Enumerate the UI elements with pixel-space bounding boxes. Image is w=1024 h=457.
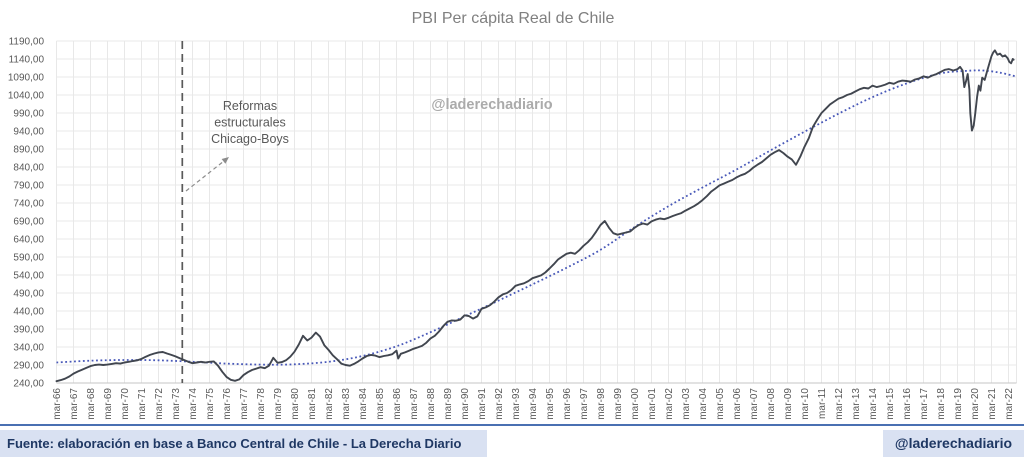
y-tick-label: 640,00: [13, 235, 44, 246]
x-tick-label: mar-14: [868, 388, 879, 420]
x-tick-label: mar-69: [103, 388, 114, 420]
x-tick-label: mar-13: [851, 388, 862, 420]
x-tick-label: mar-16: [902, 388, 913, 420]
x-tick-label: mar-06: [732, 388, 743, 420]
annotation-line-2: estructurales: [214, 116, 286, 130]
x-tick-label: mar-74: [188, 388, 199, 420]
x-tick-label: mar-90: [460, 388, 471, 420]
x-tick-label: mar-97: [579, 388, 590, 420]
x-tick-label: mar-86: [392, 388, 403, 420]
x-tick-label: mar-76: [222, 388, 233, 420]
y-tick-label: 1190,00: [9, 37, 45, 48]
x-tick-label: mar-78: [256, 388, 267, 420]
x-axis-labels: mar-66 mar-67 mar-68 mar-69 mar-70 mar-71 mar-…: [52, 388, 1015, 420]
x-tick-label: mar-10: [800, 388, 811, 420]
x-tick-label: mar-84: [358, 388, 369, 420]
y-tick-label: 990,00: [13, 109, 44, 120]
y-tick-label: 490,00: [13, 289, 44, 300]
x-tick-label: mar-02: [664, 388, 675, 420]
gdp-series-line: [55, 49, 1015, 383]
x-tick-label: mar-07: [749, 388, 760, 420]
watermark-text: @laderechadiario: [431, 97, 552, 113]
y-tick-label: 1140,00: [9, 55, 45, 66]
gdp-chart: 1190,00 1140,00 1090,00 1040,00 990,00 940,00…: [8, 10, 1017, 420]
x-tick-label: mar-89: [443, 388, 454, 420]
x-tick-label: mar-94: [528, 388, 539, 420]
reform-annotation: Reformas estructurales Chicago-Boys: [211, 99, 289, 146]
x-tick-label: mar-19: [953, 388, 964, 420]
y-tick-label: 390,00: [13, 325, 44, 336]
x-tick-label: mar-87: [409, 388, 420, 420]
x-tick-label: mar-92: [494, 388, 505, 420]
footer-divider: [0, 424, 1024, 426]
x-tick-label: mar-68: [86, 388, 97, 420]
x-tick-label: mar-05: [715, 388, 726, 420]
x-tick-label: mar-20: [970, 388, 981, 420]
y-tick-label: 740,00: [13, 199, 44, 210]
y-tick-label: 590,00: [13, 253, 44, 264]
x-tick-label: mar-00: [630, 388, 641, 420]
source-credit-text: Fuente: elaboración en base a Banco Cent…: [7, 436, 462, 451]
x-tick-label: mar-81: [307, 388, 318, 420]
annotation-arrow: [185, 157, 229, 192]
chart-title: PBI Per cápita Real de Chile: [412, 10, 615, 27]
x-tick-label: mar-11: [817, 388, 828, 419]
x-tick-label: mar-21: [987, 388, 998, 420]
social-handle: @laderechadiario: [883, 430, 1024, 457]
gridlines: [56, 40, 1017, 384]
x-tick-label: mar-22: [1004, 388, 1015, 420]
y-axis-labels: 1190,00 1140,00 1090,00 1040,00 990,00 940,00…: [8, 37, 45, 390]
annotation-line-3: Chicago-Boys: [211, 132, 289, 146]
x-tick-label: mar-71: [137, 388, 148, 420]
x-tick-label: mar-01: [647, 388, 658, 420]
x-tick-label: mar-96: [562, 388, 573, 420]
x-tick-label: mar-03: [681, 388, 692, 420]
y-tick-label: 240,00: [13, 379, 44, 390]
x-tick-label: mar-67: [69, 388, 80, 420]
y-tick-label: 940,00: [13, 127, 44, 138]
y-tick-label: 840,00: [13, 163, 44, 174]
annotation-line-1: Reformas: [223, 99, 277, 113]
x-tick-label: mar-66: [52, 388, 63, 420]
x-tick-label: mar-99: [613, 388, 624, 420]
y-tick-label: 440,00: [13, 307, 44, 318]
y-tick-label: 790,00: [13, 181, 44, 192]
trend-line: [56, 69, 1016, 366]
social-handle-text: @laderechadiario: [894, 435, 1013, 451]
x-tick-label: mar-82: [324, 388, 335, 420]
y-tick-label: 540,00: [13, 271, 44, 282]
y-tick-label: 890,00: [13, 145, 44, 156]
x-tick-label: mar-72: [154, 388, 165, 420]
x-tick-label: mar-93: [511, 388, 522, 420]
x-tick-label: mar-04: [698, 388, 709, 420]
x-tick-label: mar-08: [766, 388, 777, 420]
x-tick-label: mar-17: [919, 388, 930, 420]
x-tick-label: mar-83: [341, 388, 352, 420]
x-tick-label: mar-88: [426, 388, 437, 420]
source-credit: Fuente: elaboración en base a Banco Cent…: [0, 430, 487, 457]
x-tick-label: mar-12: [834, 388, 845, 420]
x-tick-label: mar-75: [205, 388, 216, 420]
x-tick-label: mar-70: [120, 388, 131, 420]
x-tick-label: mar-18: [936, 388, 947, 420]
x-tick-label: mar-15: [885, 388, 896, 420]
y-tick-label: 1090,00: [8, 73, 45, 84]
x-tick-label: mar-91: [477, 388, 488, 420]
y-tick-label: 340,00: [13, 343, 44, 354]
x-tick-label: mar-79: [273, 388, 284, 420]
x-tick-label: mar-85: [375, 388, 386, 420]
y-tick-label: 1040,00: [8, 91, 45, 102]
x-tick-label: mar-77: [239, 388, 250, 420]
y-tick-label: 290,00: [13, 361, 44, 372]
y-tick-label: 690,00: [13, 217, 44, 228]
x-tick-label: mar-98: [596, 388, 607, 420]
x-tick-label: mar-95: [545, 388, 556, 420]
x-tick-label: mar-80: [290, 388, 301, 420]
x-tick-label: mar-73: [171, 388, 182, 420]
x-tick-label: mar-09: [783, 388, 794, 420]
